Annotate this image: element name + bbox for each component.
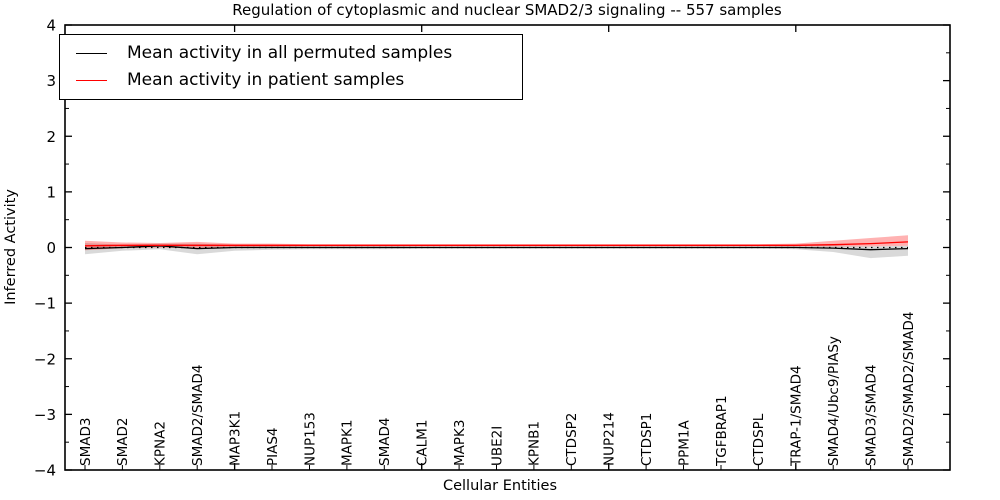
x-tick-label: CALM1 bbox=[415, 420, 431, 466]
y-tick-label: −1 bbox=[34, 295, 56, 313]
patient-line-swatch bbox=[76, 80, 107, 81]
x-tick-label: NUP214 bbox=[602, 412, 618, 466]
x-tick-label: CTDSP2 bbox=[564, 413, 580, 466]
y-tick-label: 3 bbox=[46, 72, 56, 90]
legend-label-patient: Mean activity in patient samples bbox=[127, 70, 405, 90]
patient-std-band bbox=[85, 235, 908, 251]
x-tick-label: CTDSP1 bbox=[639, 413, 655, 466]
x-axis-label: Cellular Entities bbox=[443, 478, 557, 494]
x-tick-label: KPNA2 bbox=[153, 421, 169, 466]
legend-item-patient: Mean activity in patient samples bbox=[76, 72, 522, 89]
x-tick-label: UBE2I bbox=[489, 426, 505, 466]
y-tick-label: 0 bbox=[46, 239, 56, 257]
permuted-line-swatch bbox=[76, 53, 107, 54]
x-tick-label: SMAD2/SMAD2/SMAD4 bbox=[901, 312, 917, 466]
x-tick-label: TRAP-1/SMAD4 bbox=[789, 365, 805, 467]
legend: Mean activity in all permuted samples Me… bbox=[59, 34, 523, 100]
permuted-mean-line bbox=[84, 245, 909, 251]
permuted-std-band bbox=[85, 243, 908, 259]
x-tick-label: PIAS4 bbox=[265, 427, 281, 466]
legend-label-permuted: Mean activity in all permuted samples bbox=[127, 43, 453, 63]
x-tick-label: SMAD3 bbox=[78, 418, 94, 466]
y-tick-label: −4 bbox=[34, 462, 56, 480]
y-tick-label: 1 bbox=[46, 183, 56, 201]
patient-mean-line bbox=[84, 241, 909, 247]
x-tick-label: TGFBRAP1 bbox=[714, 395, 730, 467]
x-tick-label: PPM1A bbox=[676, 419, 692, 466]
x-tick-label: SMAD2/SMAD4 bbox=[190, 365, 206, 466]
x-tick-label: SMAD2 bbox=[115, 418, 131, 466]
x-tick-label: MAPK1 bbox=[340, 420, 356, 466]
x-tick-label: SMAD4 bbox=[377, 418, 393, 466]
x-tick-label: NUP153 bbox=[302, 412, 318, 466]
x-tick-label: KPNB1 bbox=[527, 421, 543, 466]
x-tick-label: MAPK3 bbox=[452, 420, 468, 466]
x-tick-label: SMAD4/Ubc9/PIASy bbox=[826, 336, 842, 466]
y-tick-label: 4 bbox=[46, 17, 56, 35]
chart-title: Regulation of cytoplasmic and nuclear SM… bbox=[232, 1, 782, 19]
y-tick-label: −3 bbox=[34, 406, 56, 424]
x-tick-label: SMAD3/SMAD4 bbox=[863, 365, 879, 466]
legend-item-permuted: Mean activity in all permuted samples bbox=[76, 45, 522, 62]
chart-layers: −4 −3 −2 −1 0 1 2 3 4 SMAD3 SMAD2 KPNA2 SMAD2/SMAD4 M… bbox=[34, 17, 951, 480]
y-tick-label: 2 bbox=[46, 128, 56, 146]
y-axis-label: Inferred Activity bbox=[3, 189, 19, 305]
x-tick-label: CTDSPL bbox=[751, 413, 767, 466]
y-tick-label: −2 bbox=[34, 350, 56, 368]
x-tick-label: MAP3K1 bbox=[227, 411, 243, 466]
